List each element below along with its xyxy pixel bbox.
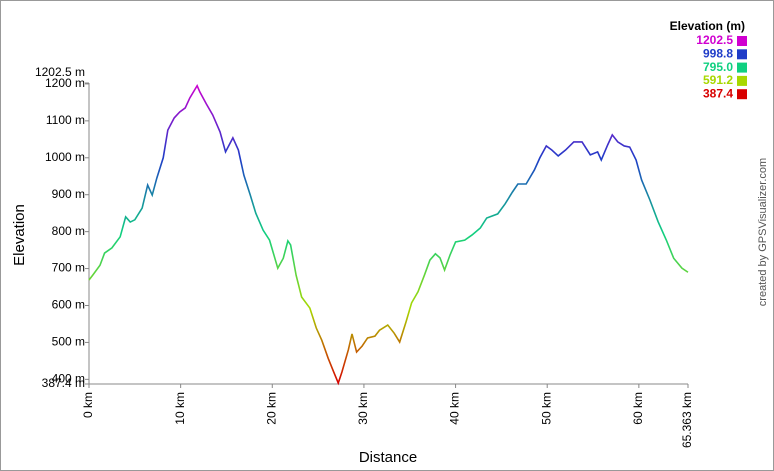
y-tick-label: 1202.5 m xyxy=(35,65,85,79)
x-tick-label: 40 km xyxy=(448,392,462,425)
credit: created by GPSVisualizer.com xyxy=(757,158,769,306)
x-axis-label: Distance xyxy=(359,449,417,466)
y-tick-label: 400 m xyxy=(52,372,85,386)
legend-label: 795.0 xyxy=(703,60,733,74)
x-tick-label: 60 km xyxy=(631,392,645,425)
y-tick-label: 600 m xyxy=(52,298,85,312)
elevation-line xyxy=(88,84,689,386)
legend-swatch xyxy=(737,62,747,73)
y-tick-label: 1200 m xyxy=(45,76,85,90)
x-tick-label: 10 km xyxy=(173,392,187,425)
y-tick-label: 900 m xyxy=(52,187,85,201)
x-tick-label: 30 km xyxy=(356,392,370,425)
legend-swatch xyxy=(737,36,747,46)
legend-label: 1202.5 xyxy=(696,33,733,47)
x-tick-label: 65.363 km xyxy=(680,392,694,448)
y-tick-label: 1000 m xyxy=(45,150,85,164)
x-tick-label: 50 km xyxy=(539,392,553,425)
y-tick-label: 387.4 m xyxy=(42,376,85,390)
legend-label: 387.4 xyxy=(703,86,733,100)
y-tick-label: 500 m xyxy=(52,335,85,349)
legend-label: 591.2 xyxy=(703,73,733,87)
x-tick-label: 0 km xyxy=(81,392,95,418)
legend-swatch xyxy=(737,49,747,60)
legend-swatch xyxy=(737,75,747,86)
y-tick-label: 700 m xyxy=(52,261,85,275)
y-tick-label: 800 m xyxy=(52,224,85,238)
legend-swatch xyxy=(737,89,747,100)
y-tick-label: 1100 m xyxy=(46,113,85,127)
legend-title: Elevation (m) xyxy=(670,19,745,33)
legend-label: 998.8 xyxy=(703,46,733,60)
x-tick-label: 20 km xyxy=(264,392,278,425)
y-axis-label: Elevation xyxy=(11,204,28,266)
